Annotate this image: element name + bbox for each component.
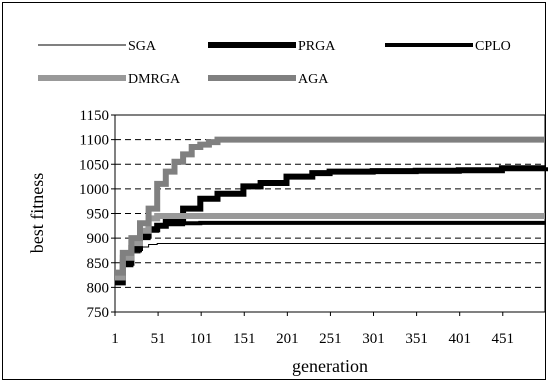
y-tick-label: 1150 [80, 108, 109, 124]
legend-label-dmrga: DMRGA [128, 72, 181, 87]
y-tick-label: 750 [87, 305, 110, 321]
x-tick-label: 1 [111, 331, 119, 347]
x-tick-label: 101 [190, 331, 213, 347]
x-tick-label: 451 [492, 331, 515, 347]
series-line-sga [115, 243, 545, 284]
y-tick-label: 850 [87, 256, 110, 272]
y-tick-label: 900 [87, 231, 110, 247]
y-tick-label: 800 [87, 280, 110, 296]
x-tick-labels: 1 51 101 151 201 251 301 351 401 451 [111, 312, 514, 347]
x-tick-label: 301 [362, 331, 385, 347]
y-tick-labels: 750 800 850 900 950 1000 1050 1100 1150 [79, 108, 115, 321]
series-layer [115, 136, 548, 286]
chart-frame [2, 2, 546, 380]
legend-label-sga: SGA [128, 39, 157, 54]
y-tick-label: 1100 [80, 133, 109, 149]
x-tick-label: 251 [319, 331, 342, 347]
y-axis-label: best fitness [27, 173, 47, 254]
x-tick-label: 201 [276, 331, 299, 347]
y-tick-label: 1000 [79, 182, 109, 198]
x-axis-label: generation [292, 356, 368, 376]
x-tick-label: 51 [151, 331, 166, 347]
x-tick-label: 151 [233, 331, 256, 347]
x-tick-label: 351 [405, 331, 428, 347]
series-line-cplo [115, 220, 545, 284]
x-tick-label: 401 [448, 331, 471, 347]
series-line-aga [115, 136, 545, 276]
legend-label-cplo: CPLO [475, 39, 511, 54]
legend-label-prga: PRGA [298, 39, 336, 54]
y-tick-label: 950 [87, 207, 110, 223]
legend-label-aga: AGA [298, 72, 329, 87]
y-tick-label: 1050 [79, 157, 109, 173]
legend: SGA PRGA CPLO DMRGA AGA [38, 39, 511, 87]
